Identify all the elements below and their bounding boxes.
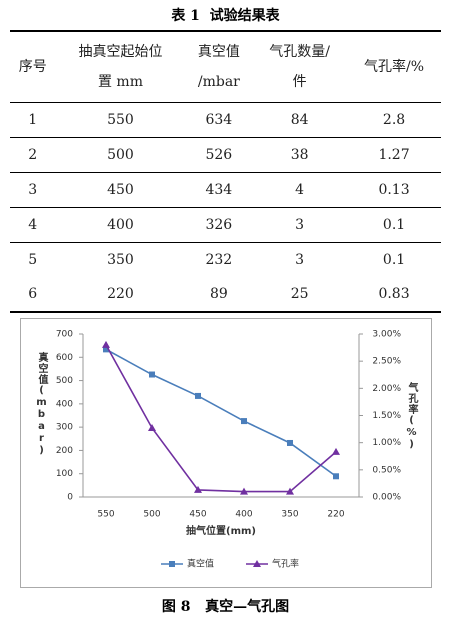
y2-tick-label: 1.00% — [372, 438, 401, 448]
figure-caption: 图 8 真空—气孔图 — [161, 599, 290, 615]
table-cell: 4 — [252, 172, 348, 208]
header-line: 真空值 — [197, 44, 240, 60]
table-cell: 3 — [252, 207, 348, 243]
y-tick-label: 600 — [56, 353, 73, 363]
header-cell: 真空值/mbar — [185, 30, 253, 103]
header-cell: 气孔数量/件 — [252, 30, 348, 103]
table-row: 3 450 434 4 0.13 — [10, 172, 441, 208]
x-axis-title: 抽气位置(mm) — [186, 524, 256, 537]
header-cell: 抽真空起始位置 mm — [55, 30, 186, 103]
header-line: 气孔率/% — [364, 59, 425, 75]
x-tick-label: 350 — [281, 510, 298, 520]
y-tick-label: 700 — [56, 330, 73, 340]
table-row: 1 550 634 84 2.8 — [10, 102, 441, 138]
data-point — [286, 487, 294, 495]
y2-tick-label: 0.00% — [372, 493, 401, 503]
data-point — [333, 473, 339, 480]
data-point — [287, 439, 293, 446]
table-cell: 0.83 — [347, 277, 441, 313]
y-tick-label: 400 — [56, 399, 73, 409]
data-point — [194, 485, 202, 493]
legend-label: 气孔率 — [272, 558, 299, 570]
series-line — [105, 348, 337, 477]
table-cell: 6 — [10, 277, 56, 313]
table-row: 5 350 232 3 0.1 — [10, 243, 441, 278]
header-cell: 气孔率/% — [347, 30, 441, 103]
data-point — [148, 423, 156, 431]
series-line — [105, 344, 337, 493]
table-cell: 3 — [295, 252, 305, 268]
table-title: 表 1 试验结果表 — [171, 8, 280, 24]
legend-marker — [253, 560, 261, 567]
header-line: 序号 — [18, 59, 47, 75]
table-cell: 500 — [55, 137, 186, 173]
x-tick-label: 450 — [189, 510, 206, 520]
table-cell: 450 — [55, 172, 186, 208]
table-cell: 3 — [10, 172, 56, 208]
chart: 0 100 200 300 400 500 600 700 0.00% 0.50% 1.00% 1.5… — [56, 330, 402, 570]
table-cell: 0.1 — [382, 252, 406, 268]
results-table: 序号 抽真空起始位置 mm 真空值/mbar 气孔数量/件气孔率/% 1 550 634 84… — [10, 30, 441, 313]
chart-frame: 0 100 200 300 400 500 600 700 0.00% 0.50% 1.00% 1.5… — [20, 318, 432, 588]
y2-axis-title: 气孔率(%) — [406, 382, 417, 451]
table-cell: 326 — [185, 207, 253, 243]
y-axis-title: 真空值(mbar) — [36, 352, 47, 457]
table-cell: 400 — [55, 207, 186, 243]
y2-tick-label: 3.00% — [372, 330, 401, 340]
table-cell: 38 — [252, 137, 348, 173]
table-cell: 350 — [107, 252, 134, 268]
table-cell: 1.27 — [347, 137, 441, 173]
header-line: 抽真空起始位 — [78, 44, 163, 60]
table-cell: 84 — [252, 102, 348, 138]
header-line: 置 mm — [97, 74, 143, 90]
header-line: 气孔数量/ — [269, 44, 330, 60]
y-tick-label: 300 — [56, 423, 73, 433]
table-cell: 5 — [28, 252, 38, 268]
x-tick-label: 220 — [327, 510, 344, 520]
table-cell: 526 — [185, 137, 253, 173]
data-point — [332, 447, 340, 455]
data-point — [149, 371, 155, 378]
table-cell: 2 — [10, 137, 56, 173]
legend-label: 真空值 — [187, 558, 214, 570]
table-cell: 2.8 — [347, 102, 441, 138]
table-cell: 232 — [205, 252, 233, 268]
header-line: 件 — [292, 74, 307, 90]
table-cell: 25 — [252, 277, 348, 313]
y2-tick-label: 2.00% — [372, 384, 401, 394]
y-tick-label: 200 — [56, 446, 73, 456]
data-point — [102, 340, 110, 348]
y-tick-label: 100 — [56, 469, 73, 479]
data-point — [241, 418, 247, 425]
table-cell: 0.1 — [347, 207, 441, 243]
table-row: 4 400 326 3 0.1 — [10, 207, 441, 243]
x-tick-label: 400 — [235, 510, 252, 520]
data-point — [103, 346, 109, 353]
header-cell: 序号 — [10, 30, 56, 103]
x-tick-label: 550 — [97, 510, 114, 520]
header-line: /mbar — [197, 74, 240, 90]
x-tick-label: 500 — [143, 510, 160, 520]
table-cell: 220 — [55, 277, 186, 313]
table-cell: 550 — [55, 102, 186, 138]
y2-tick-label: 0.50% — [372, 465, 401, 475]
table-cell: 1 — [10, 102, 56, 138]
table-cell: 634 — [185, 102, 253, 138]
table-row: 2 500 526 38 1.27 — [10, 137, 441, 173]
y2-tick-label: 2.50% — [372, 357, 401, 367]
data-point — [195, 392, 201, 399]
legend-marker — [169, 561, 175, 567]
table-row: 6 220 89 25 0.83 — [10, 277, 441, 313]
y2-tick-label: 1.50% — [372, 411, 401, 421]
y-tick-label: 500 — [56, 376, 73, 386]
table-cell: 89 — [185, 277, 253, 313]
table-cell: 434 — [185, 172, 253, 208]
table-cell: 4 — [10, 207, 56, 243]
y-tick-label: 0 — [67, 493, 73, 503]
data-point — [240, 487, 248, 495]
table-cell: 0.13 — [347, 172, 441, 208]
